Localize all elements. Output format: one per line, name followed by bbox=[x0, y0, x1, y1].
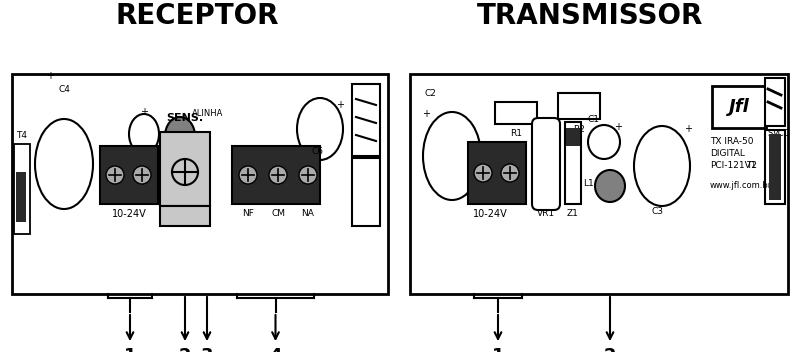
Ellipse shape bbox=[423, 112, 481, 200]
Text: TRANSMISSOR: TRANSMISSOR bbox=[477, 2, 703, 30]
Text: 1: 1 bbox=[124, 347, 136, 352]
Ellipse shape bbox=[165, 117, 195, 155]
Text: VR1: VR1 bbox=[537, 209, 555, 219]
Text: ALINHA: ALINHA bbox=[192, 108, 223, 118]
Ellipse shape bbox=[106, 166, 124, 184]
Bar bbox=[172, 206, 179, 222]
Text: NA: NA bbox=[302, 209, 314, 219]
Bar bbox=[12, 74, 388, 294]
Text: +: + bbox=[336, 100, 344, 110]
Text: R1: R1 bbox=[510, 130, 522, 138]
Text: S: S bbox=[767, 130, 772, 138]
Text: C3: C3 bbox=[652, 207, 664, 216]
Bar bbox=[352, 158, 380, 226]
Bar bbox=[14, 144, 30, 234]
Text: T2: T2 bbox=[746, 162, 758, 170]
Text: C5: C5 bbox=[124, 145, 136, 153]
Bar bbox=[182, 206, 189, 222]
Text: 10-24V: 10-24V bbox=[112, 209, 146, 219]
Text: 10-24V: 10-24V bbox=[473, 209, 507, 219]
Bar bbox=[160, 132, 210, 206]
Text: +: + bbox=[140, 107, 148, 117]
Ellipse shape bbox=[595, 170, 625, 202]
Text: C6: C6 bbox=[312, 146, 324, 156]
Text: SENS.: SENS. bbox=[166, 113, 203, 123]
Bar bbox=[495, 102, 537, 124]
Text: VCC: VCC bbox=[773, 130, 790, 138]
Bar bbox=[765, 130, 785, 204]
Text: 2: 2 bbox=[604, 347, 616, 352]
Text: PCI-121V1: PCI-121V1 bbox=[710, 162, 757, 170]
Ellipse shape bbox=[501, 164, 519, 182]
Bar bbox=[192, 206, 199, 222]
Bar bbox=[162, 206, 169, 222]
Text: 1: 1 bbox=[492, 347, 504, 352]
Ellipse shape bbox=[133, 166, 151, 184]
Text: Z1: Z1 bbox=[567, 209, 579, 219]
Bar bbox=[712, 86, 766, 128]
Bar bbox=[558, 93, 600, 119]
Bar bbox=[410, 74, 788, 294]
Text: NF: NF bbox=[242, 209, 254, 219]
Text: +: + bbox=[422, 109, 430, 119]
Bar bbox=[232, 146, 320, 204]
Bar bbox=[16, 172, 26, 222]
Text: CM: CM bbox=[271, 209, 285, 219]
Bar bbox=[765, 78, 785, 126]
Text: +: + bbox=[46, 71, 54, 81]
Text: TX IRA-50: TX IRA-50 bbox=[710, 138, 754, 146]
Ellipse shape bbox=[269, 166, 287, 184]
Text: Jfl: Jfl bbox=[729, 98, 750, 116]
Text: 3: 3 bbox=[201, 347, 214, 352]
Ellipse shape bbox=[297, 98, 343, 160]
Text: R2: R2 bbox=[573, 125, 585, 133]
Ellipse shape bbox=[35, 119, 93, 209]
Ellipse shape bbox=[172, 159, 198, 185]
Bar bbox=[769, 134, 781, 200]
Text: C1: C1 bbox=[587, 114, 599, 124]
Bar bbox=[160, 206, 210, 226]
Ellipse shape bbox=[634, 126, 690, 206]
FancyBboxPatch shape bbox=[532, 118, 560, 210]
Text: L1: L1 bbox=[582, 180, 594, 189]
Text: DIGITAL: DIGITAL bbox=[710, 150, 745, 158]
Bar bbox=[468, 142, 526, 204]
Text: C2: C2 bbox=[424, 89, 436, 99]
Text: 2: 2 bbox=[178, 347, 191, 352]
Text: +: + bbox=[614, 122, 622, 132]
Text: +: + bbox=[684, 124, 692, 134]
Bar bbox=[352, 84, 380, 156]
Bar bbox=[100, 146, 158, 204]
Text: RECEPTOR: RECEPTOR bbox=[115, 2, 278, 30]
Text: 4: 4 bbox=[270, 347, 282, 352]
Text: www.jfl.com.br: www.jfl.com.br bbox=[710, 182, 772, 190]
Ellipse shape bbox=[129, 114, 159, 154]
Text: C4: C4 bbox=[58, 84, 70, 94]
Ellipse shape bbox=[239, 166, 257, 184]
Bar bbox=[565, 122, 581, 204]
Bar bbox=[566, 128, 580, 146]
Ellipse shape bbox=[588, 125, 620, 159]
Text: T4: T4 bbox=[17, 132, 27, 140]
Ellipse shape bbox=[299, 166, 317, 184]
Ellipse shape bbox=[474, 164, 492, 182]
